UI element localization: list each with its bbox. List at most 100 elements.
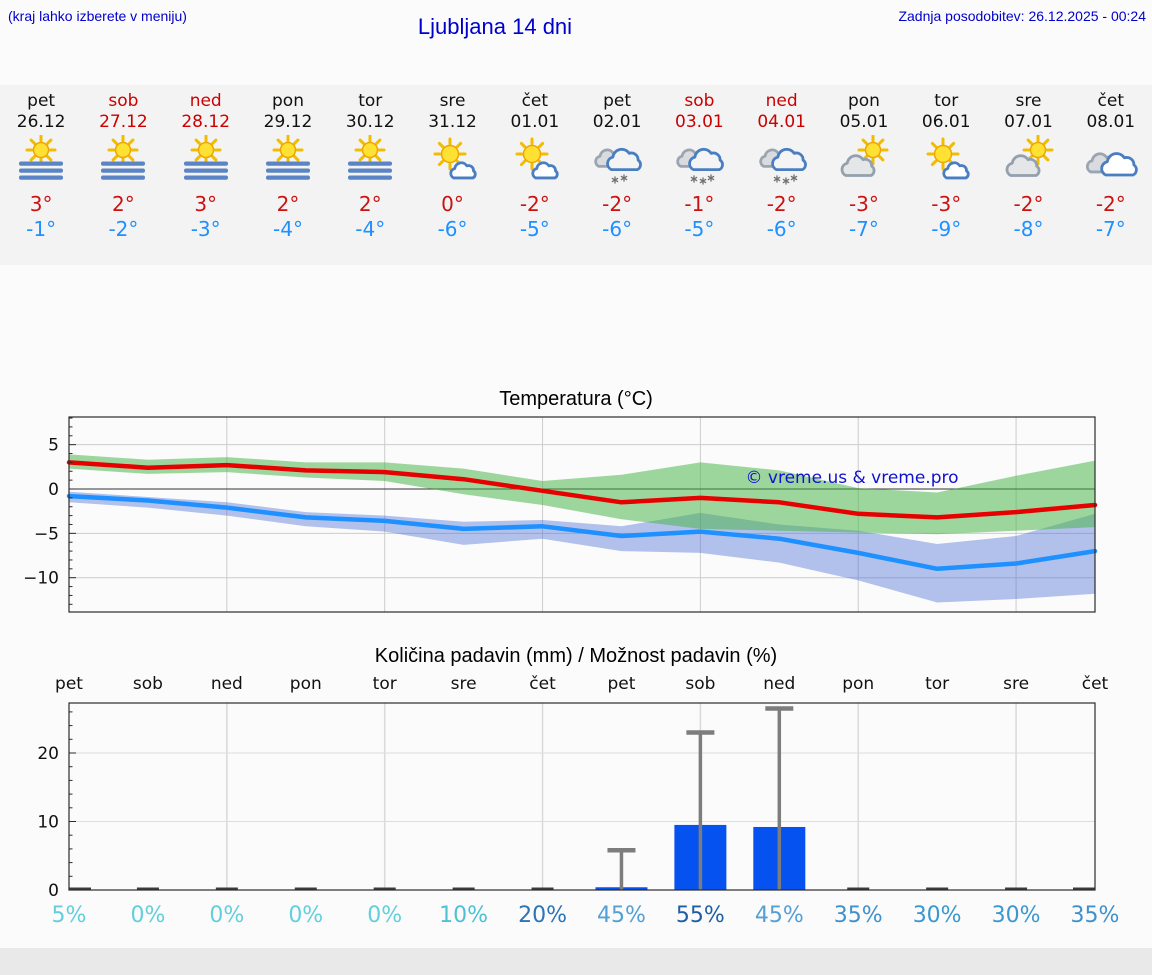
y-tick-label: 5	[48, 436, 59, 456]
watermark: © vreme.us & vreme.pro	[745, 468, 958, 488]
day-date: 07.01	[1004, 112, 1053, 132]
day-column[interactable]: tor 06.01 -3° -9°	[905, 85, 987, 265]
sun-cloud-icon	[840, 135, 889, 177]
precip-prob-label: 0%	[288, 903, 324, 928]
day-name: sob	[684, 91, 715, 111]
day-column[interactable]: pet 26.12 3° -1°	[0, 85, 82, 265]
day-label: pon	[842, 674, 875, 694]
precip-chart-title: Količina padavin (mm) / Možnost padavin …	[374, 645, 778, 667]
precip-prob-label: 10%	[439, 903, 489, 928]
day-name: sre	[439, 91, 466, 111]
day-label: čet	[1081, 674, 1109, 694]
sun-cloud-icon	[1005, 135, 1054, 177]
day-name: pon	[847, 91, 880, 111]
day-label: ned	[763, 674, 796, 694]
precip-prob-label: 30%	[912, 903, 962, 928]
precip-zero-stub	[373, 887, 396, 890]
day-date: 30.12	[345, 112, 395, 132]
day-label: sob	[685, 674, 716, 694]
day-date: 05.01	[839, 112, 889, 132]
day-date: 28.12	[181, 112, 231, 132]
sun-icon	[433, 137, 467, 171]
day-date: 01.01	[510, 112, 560, 132]
precip-probability-labels: 5% 0% 0% 0% 0% 10% 20% 45% 55% 45% 35% 30% 30% 35%	[0, 903, 1152, 935]
precip-prob-label: 45%	[597, 903, 646, 928]
high-temp: -2°	[1095, 192, 1126, 216]
y-tick-label: −10	[23, 569, 59, 589]
high-temp: 3°	[29, 192, 53, 216]
low-temp: -8°	[1013, 217, 1044, 241]
cloud-icon	[448, 161, 477, 180]
sun-icon	[926, 137, 960, 171]
high-temp: -2°	[602, 192, 633, 216]
sun-fog-icon	[348, 135, 393, 180]
plot-border	[68, 416, 1096, 613]
day-name: pon	[272, 91, 304, 111]
day-column[interactable]: pon 05.01 -3° -7°	[823, 85, 905, 265]
day-column[interactable]: čet 08.01 -2° -7°	[1070, 85, 1152, 265]
snowflake-icon	[699, 177, 707, 185]
y-tick-label: 0	[48, 881, 59, 900]
day-label: pet	[607, 674, 636, 694]
day-column[interactable]: pet 02.01 -2° -6°	[576, 85, 658, 265]
low-temp: -7°	[848, 217, 879, 241]
day-name: pet	[603, 91, 632, 111]
sun-cloud-small-icon	[515, 137, 559, 180]
min-temp-line	[66, 493, 1098, 572]
y-tick-label: 20	[37, 744, 59, 764]
day-column[interactable]: sob 27.12 2° -2°	[82, 85, 164, 265]
precip-zero-stub	[215, 887, 238, 890]
high-temp: -1°	[684, 192, 715, 216]
high-temp: -3°	[931, 192, 962, 216]
high-temp: 3°	[194, 192, 218, 216]
day-date: 29.12	[263, 112, 313, 132]
snowflake-icon	[773, 175, 781, 183]
y-tick-label: 10	[37, 813, 59, 833]
precip-zero-stub	[452, 887, 475, 890]
day-label: pon	[289, 674, 322, 694]
day-column[interactable]: čet 01.01 -2° -5°	[494, 85, 576, 265]
cloud-icon	[688, 147, 725, 172]
cloud-icon	[531, 161, 559, 180]
day-column[interactable]: sre 07.01 -2° -8°	[987, 85, 1069, 265]
day-label: sre	[450, 674, 477, 694]
precip-day-labels: pet sob ned pon tor sre čet pet sob ned pon tor sre č…	[0, 674, 1152, 698]
high-temp: 2°	[358, 192, 382, 216]
snow-2-icon	[594, 147, 642, 184]
plot-border	[68, 702, 1096, 891]
low-temp: -5°	[519, 217, 550, 241]
precip-prob-label: 55%	[675, 903, 725, 928]
low-temp: -6°	[602, 217, 633, 241]
day-column[interactable]: ned 28.12 3° -3°	[165, 85, 247, 265]
precip-zero-stub	[531, 887, 554, 890]
precip-zero-stub	[926, 887, 949, 890]
precip-zero-stub	[1005, 887, 1028, 890]
day-date: 02.01	[592, 112, 642, 132]
day-column[interactable]: pon 29.12 2° -4°	[247, 85, 329, 265]
day-column[interactable]: tor 30.12 2° -4°	[329, 85, 411, 265]
low-temp: -7°	[1095, 217, 1126, 241]
fog-icon	[101, 161, 146, 180]
day-label: pet	[55, 674, 83, 694]
day-column[interactable]: ned 04.01 -2° -6°	[741, 85, 823, 265]
sun-icon	[272, 135, 304, 166]
y-tick-label: 0	[48, 480, 59, 500]
precip-prob-label: 45%	[754, 903, 804, 928]
day-date: 04.01	[757, 112, 806, 132]
low-temp: -1°	[26, 217, 57, 241]
precip-prob-label: 20%	[518, 903, 567, 928]
snowflake-icon	[782, 177, 790, 185]
day-column[interactable]: sob 03.01 -1° -5°	[658, 85, 740, 265]
day-label: sre	[1003, 674, 1030, 694]
day-name: ned	[765, 91, 798, 111]
high-temp: -2°	[1013, 192, 1044, 216]
forecast-day-strip: pet 26.12 3° -1° sob 27.12 2° -2° ned 28.12 3° -3° p…	[0, 85, 1152, 265]
cloud-icon	[942, 161, 970, 180]
precip-prob-label: 0%	[367, 903, 403, 928]
sun-icon	[515, 137, 549, 171]
day-column[interactable]: sre 31.12 0° -6°	[411, 85, 493, 265]
day-date: 27.12	[99, 112, 148, 132]
day-label: tor	[372, 674, 397, 694]
header-hint: (kraj lahko izberete v meniju)	[8, 8, 187, 24]
precip-prob-label: 35%	[1070, 903, 1120, 928]
